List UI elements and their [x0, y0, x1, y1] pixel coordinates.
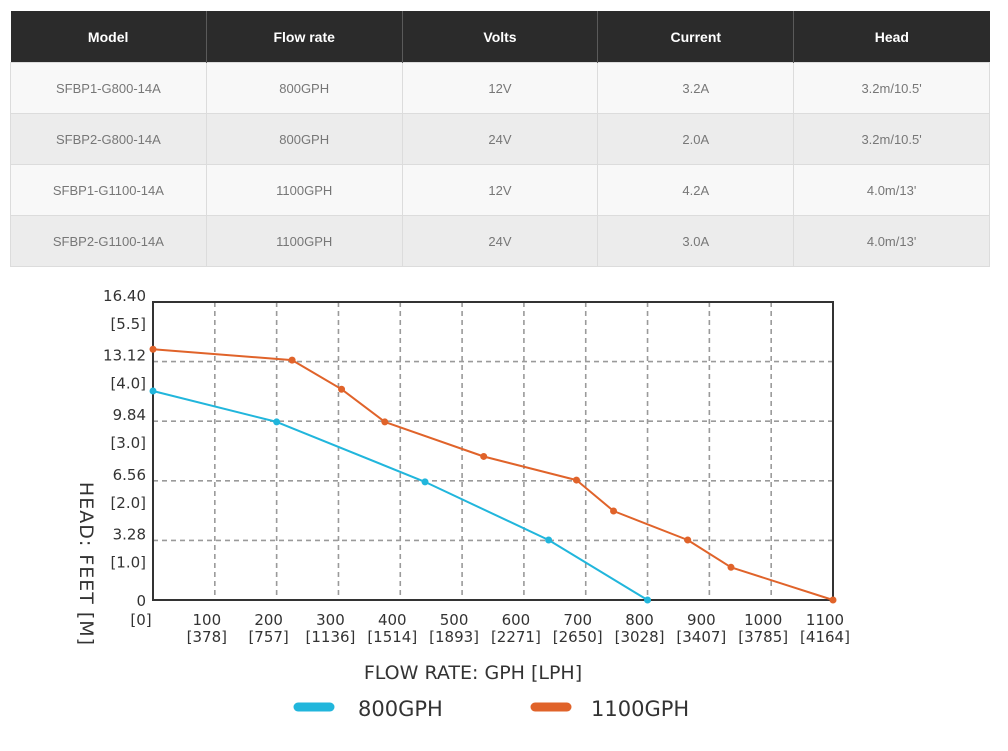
header-current: Current [597, 11, 795, 63]
x-tick-label: 1100 [806, 611, 844, 629]
legend-label-800GPH: 800GPH [358, 697, 443, 721]
pump-curve-chart: [0] 100[378] 200[757] 300[1136] 400[1514] 500… [75, 287, 850, 721]
x-tick-sublabel: [0] [130, 611, 151, 629]
cell-volts: 12V [401, 62, 599, 114]
data-point-1100GPH [381, 418, 389, 426]
x-tick-sublabel: [757] [248, 628, 288, 646]
cell-current: 4.2A [597, 164, 795, 216]
data-point-800GPH [273, 418, 281, 426]
legend-label-1100GPH: 1100GPH [591, 697, 689, 721]
cell-flow-rate: 1100GPH [205, 164, 403, 216]
data-point-800GPH [644, 596, 652, 604]
data-point-800GPH [545, 536, 553, 544]
x-tick-label: 100 [192, 611, 221, 629]
x-tick-sublabel: [4164] [800, 628, 850, 646]
y-tick-sublabel: [5.5] [110, 315, 146, 333]
header-flow-rate: Flow rate [206, 11, 403, 63]
table-header-row: Model Flow rate Volts Current Head [10, 11, 990, 63]
cell-head: 3.2m/10.5' [793, 113, 990, 165]
x-tick-sublabel: [378] [187, 628, 227, 646]
x-axis-title: FLOW RATE: GPH [LPH] [364, 662, 582, 684]
y-tick-sublabel: [4.0] [110, 375, 146, 393]
y-tick-label: 9.84 [113, 406, 146, 424]
x-tick-sublabel: [3028] [615, 628, 665, 646]
cell-current: 3.0A [597, 215, 795, 267]
data-point-1100GPH [338, 385, 346, 393]
x-tick-label: 300 [316, 611, 345, 629]
header-volts: Volts [402, 11, 599, 63]
x-tick-sublabel: [3407] [676, 628, 726, 646]
cell-current: 2.0A [597, 113, 795, 165]
data-point-1100GPH [829, 596, 837, 604]
y-tick-label: 3.28 [113, 525, 146, 543]
x-tick-sublabel: [2271] [491, 628, 541, 646]
y-tick-sublabel: [1.0] [110, 553, 146, 571]
table-row: SFBP2-G800-14A 800GPH 24V 2.0A 3.2m/10.5… [10, 113, 990, 165]
cell-head: 4.0m/13' [793, 164, 990, 216]
data-point-1100GPH [684, 536, 692, 544]
data-point-1100GPH [149, 345, 157, 353]
x-tick-label: 200 [254, 611, 283, 629]
plot-frame [152, 301, 834, 601]
table-row: SFBP1-G800-14A 800GPH 12V 3.2A 3.2m/10.5… [10, 62, 990, 114]
x-tick-sublabel: [1893] [429, 628, 479, 646]
cell-model: SFBP2-G800-14A [10, 113, 207, 165]
table-row: SFBP1-G1100-14A 1100GPH 12V 4.2A 4.0m/13… [10, 164, 990, 216]
y-tick-sublabel: [3.0] [110, 434, 146, 452]
x-tick-label: 900 [687, 611, 716, 629]
header-model: Model [10, 11, 207, 63]
data-point-800GPH [149, 387, 157, 395]
data-point-1100GPH [572, 476, 580, 484]
x-tick-label: 700 [563, 611, 592, 629]
x-tick-sublabel: [1514] [367, 628, 417, 646]
spec-table: Model Flow rate Volts Current Head SFBP1… [10, 11, 990, 267]
y-axis-title: HEAD: FEET [M] [75, 482, 97, 646]
data-point-1100GPH [610, 507, 618, 515]
data-point-1100GPH [727, 563, 735, 571]
y-tick-label: 13.12 [103, 347, 146, 365]
legend: 800GPH 1100GPH [293, 697, 689, 721]
header-head: Head [793, 11, 990, 63]
x-tick-label: 800 [625, 611, 654, 629]
cell-volts: 12V [401, 164, 599, 216]
cell-volts: 24V [401, 215, 599, 267]
cell-volts: 24V [401, 113, 599, 165]
x-tick-label: 500 [440, 611, 469, 629]
cell-head: 3.2m/10.5' [793, 62, 990, 114]
y-tick-label: 0 [136, 592, 146, 610]
y-tick-label: 16.40 [103, 287, 146, 305]
series-line-1100GPH [152, 348, 834, 601]
x-tick-label: 400 [378, 611, 407, 629]
y-tick-sublabel: [2.0] [110, 494, 146, 512]
data-point-1100GPH [480, 452, 488, 460]
x-tick-sublabel: [3785] [738, 628, 788, 646]
data-point-1100GPH [288, 356, 296, 364]
y-tick-label: 6.56 [113, 466, 146, 484]
cell-flow-rate: 800GPH [205, 113, 403, 165]
cell-head: 4.0m/13' [793, 215, 990, 267]
x-tick-label: 600 [502, 611, 531, 629]
cell-flow-rate: 1100GPH [205, 215, 403, 267]
cell-model: SFBP1-G1100-14A [10, 164, 207, 216]
x-tick-sublabel: [2650] [553, 628, 603, 646]
cell-flow-rate: 800GPH [205, 62, 403, 114]
x-tick-label: 1000 [744, 611, 782, 629]
cell-model: SFBP2-G1100-14A [10, 215, 207, 267]
cell-current: 3.2A [597, 62, 795, 114]
cell-model: SFBP1-G800-14A [10, 62, 207, 114]
data-point-800GPH [421, 478, 429, 486]
x-tick-sublabel: [1136] [306, 628, 356, 646]
table-row: SFBP2-G1100-14A 1100GPH 24V 3.0A 4.0m/13… [10, 215, 990, 267]
